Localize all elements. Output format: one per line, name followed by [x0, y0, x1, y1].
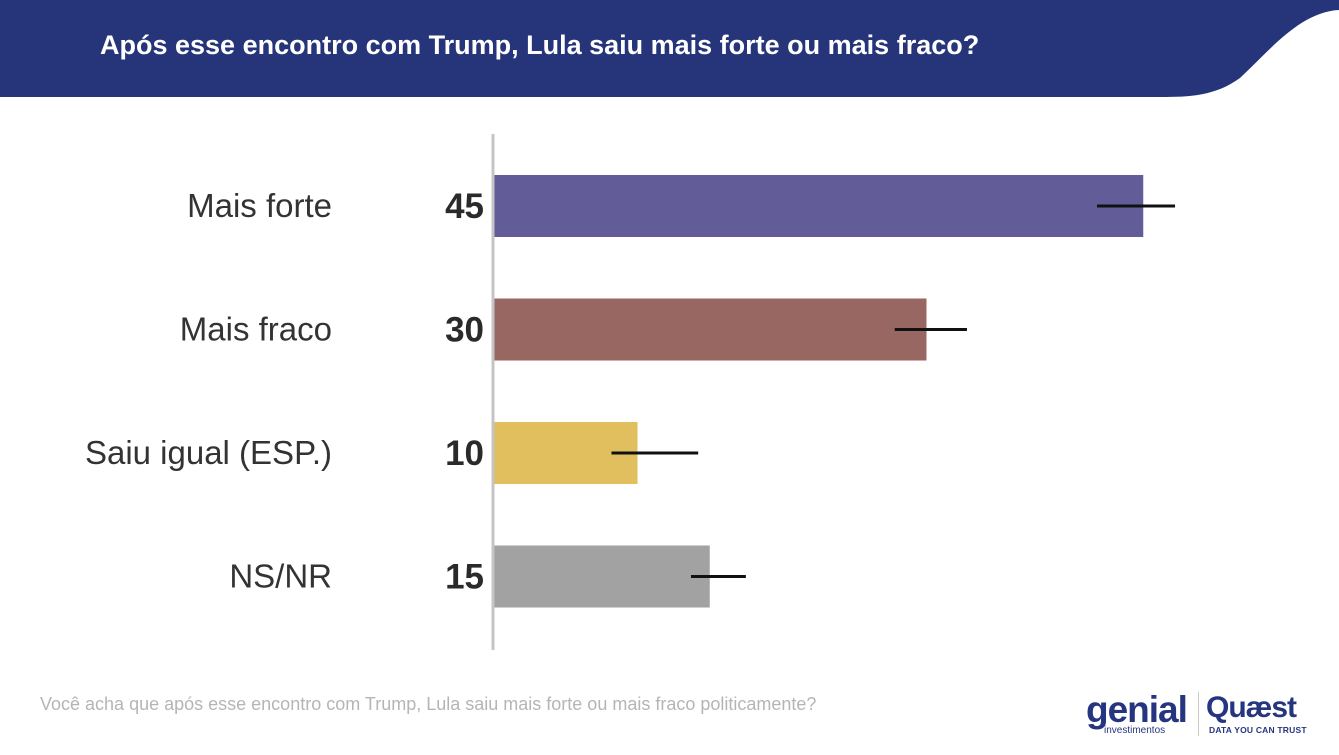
survey-question-footnote: Você acha que após esse encontro com Tru…: [40, 694, 817, 714]
quaest-logo: Quæst DATA YOU CAN TRUST: [1206, 690, 1316, 736]
header-banner-shape: [0, 0, 1339, 97]
bar: [493, 298, 927, 361]
value-label: 30: [445, 311, 484, 350]
value-label: 45: [445, 187, 484, 226]
genial-logo-word: genial: [1086, 689, 1188, 730]
header-banner: [0, 0, 1339, 97]
quaest-logo-word: Quæst: [1206, 691, 1297, 724]
genial-logo: genial investimentos: [1086, 689, 1192, 737]
genial-logo-sub: investimentos: [1104, 725, 1166, 736]
bar: [493, 175, 1144, 237]
value-label: 15: [445, 558, 484, 597]
logo-divider: [1198, 692, 1199, 736]
category-label: Mais fraco: [180, 311, 332, 348]
logos-area: genial investimentos Quæst DATA YOU CAN …: [1086, 690, 1316, 740]
category-label: NS/NR: [229, 558, 332, 595]
category-label: Saiu igual (ESP.): [85, 434, 332, 471]
quaest-logo-tagline: DATA YOU CAN TRUST: [1209, 725, 1307, 735]
chart-title: Após esse encontro com Trump, Lula saiu …: [100, 30, 980, 60]
value-label: 10: [445, 434, 484, 473]
bar: [493, 545, 710, 608]
category-label: Mais forte: [187, 187, 332, 224]
